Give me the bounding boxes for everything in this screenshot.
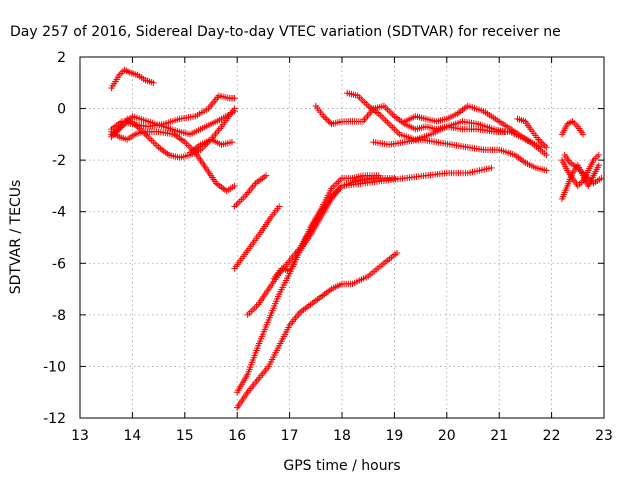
data-point [582, 172, 589, 179]
data-point [577, 167, 585, 175]
x-axis-label: GPS time / hours [283, 458, 400, 474]
series-10 [234, 174, 398, 396]
data-point [228, 138, 236, 146]
data-point [231, 105, 238, 112]
chart-title: Day 257 of 2016, Sidereal Day-to-day VTE… [10, 24, 561, 40]
x-tick-label: 14 [123, 428, 141, 444]
series-18 [558, 118, 587, 138]
x-tick-label: 16 [228, 428, 246, 444]
y-tick-label: -4 [52, 205, 66, 221]
x-tick-label: 15 [176, 428, 194, 444]
data-point [541, 142, 548, 149]
x-tick-label: 21 [490, 428, 508, 444]
series-5 [108, 128, 238, 195]
series-12 [270, 172, 382, 282]
data-point [538, 139, 545, 146]
series-16 [370, 136, 550, 174]
data-point [323, 116, 331, 123]
x-tick-label: 17 [281, 428, 299, 444]
x-tick-label: 13 [71, 428, 89, 444]
data-point [501, 128, 508, 135]
data-point [231, 95, 238, 102]
x-tick-label: 19 [385, 428, 403, 444]
y-tick-label: -8 [52, 308, 66, 324]
series-4 [108, 105, 238, 161]
axis-ticks: 13 14 15 16 17 18 19 20 21 22 23 -12 -10 -8 -6 -4 -2 0 2 [43, 50, 613, 444]
series-20 [558, 151, 602, 190]
data-point [584, 173, 591, 181]
data-point [322, 114, 329, 122]
data-point [150, 79, 157, 86]
series-8 [231, 203, 283, 272]
series-11 [244, 164, 495, 319]
y-tick-label: -10 [43, 359, 66, 375]
series-7 [231, 172, 270, 210]
data-point [595, 162, 602, 169]
data-point [325, 117, 332, 125]
data-point [576, 166, 583, 173]
series-14 [344, 89, 508, 143]
data-point [585, 175, 593, 182]
data-point [543, 144, 550, 151]
data-point [262, 172, 270, 179]
data-point [488, 164, 495, 172]
y-tick-label: -6 [52, 256, 66, 272]
series-15 [401, 102, 550, 159]
y-tick-label: -2 [52, 153, 66, 169]
series-9 [234, 249, 401, 411]
data-point [393, 249, 401, 257]
x-tick-label: 18 [333, 428, 351, 444]
data-point [275, 203, 283, 210]
y-axis-label: SDTVAR / TECUs [8, 180, 24, 295]
series-17 [514, 115, 550, 151]
data-point [536, 137, 544, 145]
data-point [579, 169, 586, 176]
data-points [108, 66, 605, 411]
data-point [579, 131, 587, 138]
data-point [326, 119, 334, 126]
y-tick-label: 2 [57, 50, 66, 66]
data-point [543, 167, 550, 174]
data-point [320, 113, 327, 120]
x-tick-label: 23 [595, 428, 613, 444]
data-point [391, 174, 398, 182]
data-point [543, 151, 550, 159]
data-point [375, 172, 382, 179]
series-6 [186, 136, 236, 156]
data-point [595, 151, 602, 159]
grid-lines [80, 57, 604, 418]
data-point [580, 170, 588, 178]
data-point [540, 140, 547, 148]
x-tick-label: 20 [438, 428, 456, 444]
series-2 [108, 92, 238, 133]
x-tick-label: 22 [543, 428, 561, 444]
series-1 [108, 66, 157, 92]
data-point [574, 164, 581, 172]
y-tick-label: -12 [43, 411, 66, 427]
data-point [231, 182, 238, 190]
series-21 [561, 151, 605, 187]
y-tick-label: 0 [57, 102, 66, 118]
data-point [587, 177, 594, 184]
data-point [535, 136, 542, 143]
